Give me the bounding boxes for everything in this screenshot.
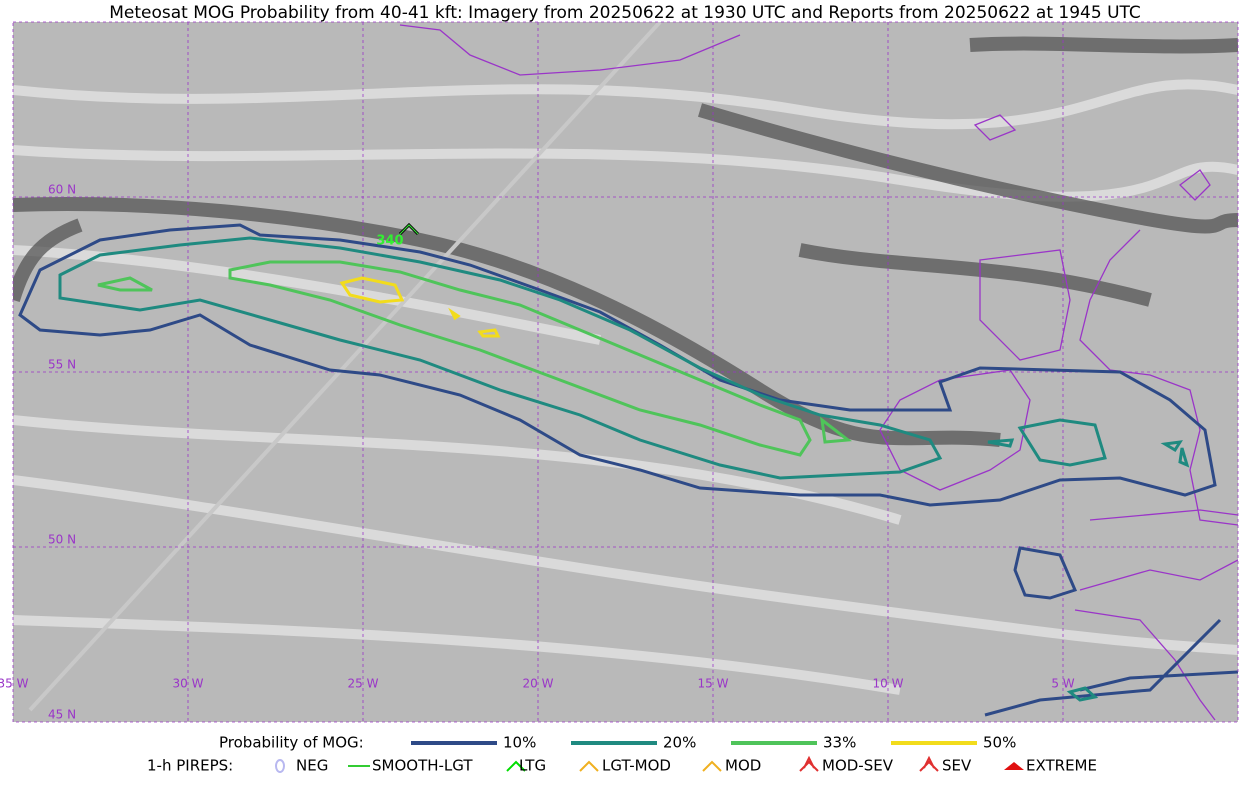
pirep-icon <box>506 760 526 772</box>
lon-label: 5 W <box>1051 677 1074 691</box>
legend-label: EXTREME <box>1026 757 1097 775</box>
legend-label: NEG <box>296 757 328 775</box>
contour <box>1017 418 1107 467</box>
legend-label: 33% <box>823 734 856 752</box>
lon-label: 15 W <box>698 677 729 691</box>
legend-label: LTG <box>519 757 546 775</box>
lon-label: 20 W <box>523 677 554 691</box>
lat-label: 55 N <box>48 358 76 372</box>
lat-label: 60 N <box>48 183 76 197</box>
pirep-icon <box>702 760 722 772</box>
contour <box>58 236 943 480</box>
lon-label: 25 W <box>348 677 379 691</box>
lon-label: 35 W <box>0 677 29 691</box>
contour <box>1013 546 1078 600</box>
lon-label: 30 W <box>173 677 204 691</box>
lat-label: 45 N <box>48 708 76 722</box>
pirep-icon <box>919 755 939 772</box>
contour <box>339 276 405 304</box>
contour <box>18 223 1217 507</box>
pirep-label: 340 <box>376 234 403 249</box>
contour <box>448 307 501 338</box>
lon-label: 10 W <box>873 677 904 691</box>
legend-label: MOD-SEV <box>822 757 894 775</box>
lat-label: 50 N <box>48 533 76 547</box>
legend-title: Probability of MOG: <box>219 734 364 752</box>
title: Meteosat MOG Probability from 40-41 kft:… <box>109 3 1141 23</box>
legend-label: 10% <box>503 734 536 752</box>
legend-label: 50% <box>983 734 1016 752</box>
contour <box>987 438 1190 702</box>
map: 340 <box>13 22 1238 722</box>
legend-label: LGT-MOD <box>602 757 671 775</box>
legend-label: MOD <box>725 757 761 775</box>
pirep-icon <box>579 760 599 772</box>
legend-label: SMOOTH-LGT <box>372 757 473 775</box>
pirep-icon <box>1004 762 1024 770</box>
legend-label: SEV <box>942 757 972 775</box>
pirep-icon <box>799 755 819 772</box>
legend-label: 20% <box>663 734 696 752</box>
pirep-icon <box>275 759 285 773</box>
legend-title: 1-h PIREPS: <box>147 757 233 775</box>
contour <box>228 260 812 457</box>
contour <box>97 276 852 444</box>
